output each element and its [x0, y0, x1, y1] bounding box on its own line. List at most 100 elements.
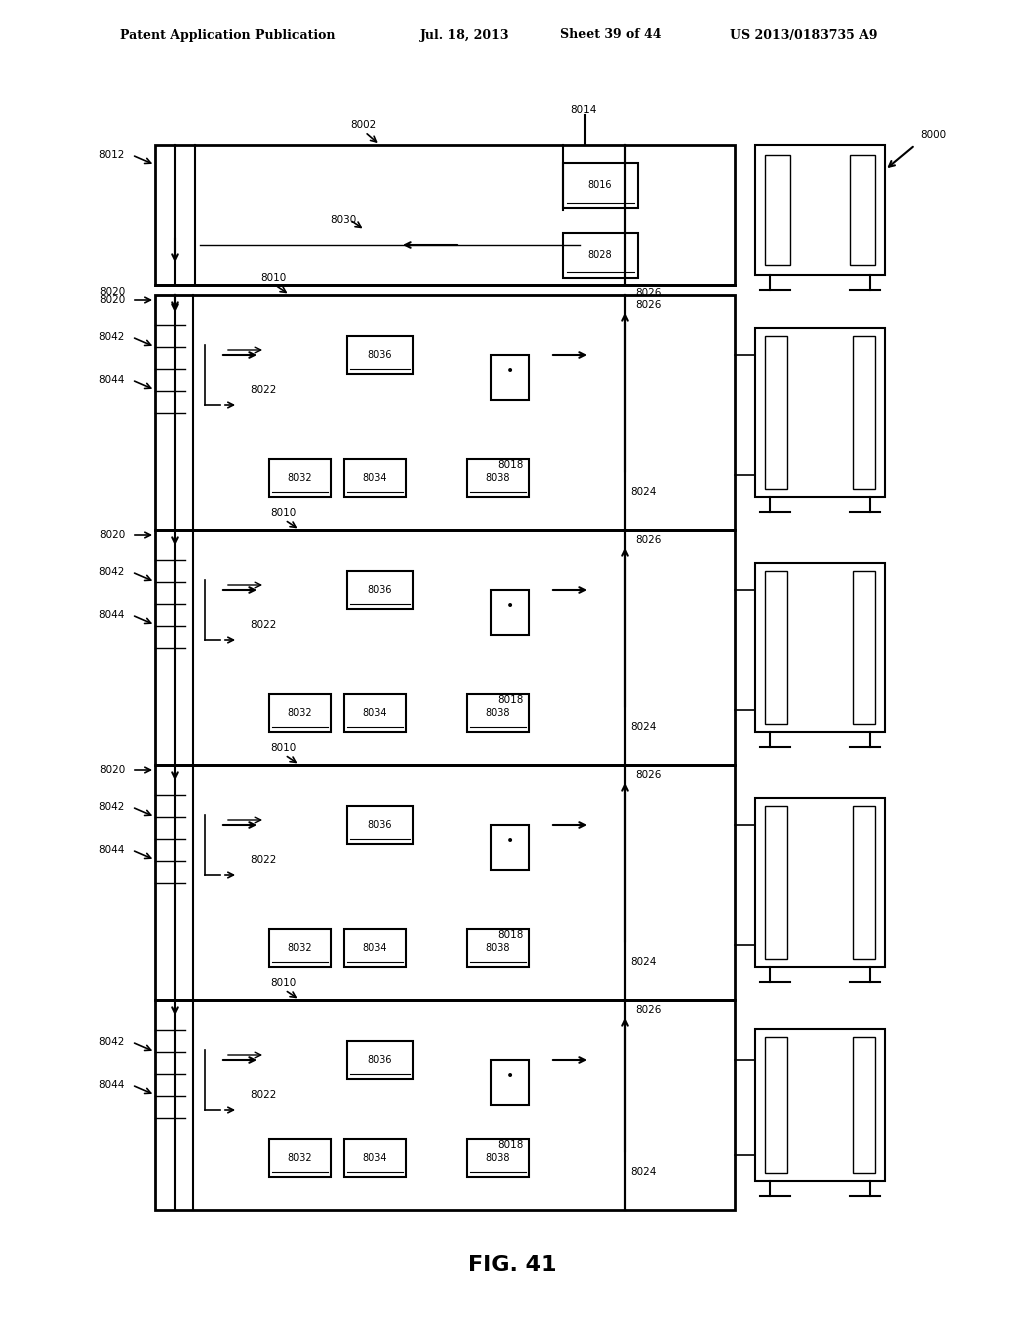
- Text: 8018: 8018: [497, 696, 523, 705]
- Text: 8024: 8024: [630, 957, 656, 968]
- Text: 8014: 8014: [570, 106, 596, 115]
- Text: 8028: 8028: [588, 249, 612, 260]
- Text: 8026: 8026: [635, 535, 662, 545]
- Bar: [853, 335, 874, 490]
- Text: 8018: 8018: [497, 931, 523, 940]
- Text: FIG. 41: FIG. 41: [468, 1255, 556, 1275]
- Bar: [755, 797, 885, 968]
- Bar: [347, 807, 413, 843]
- Text: 8000: 8000: [920, 129, 946, 140]
- Bar: [490, 590, 529, 635]
- Text: US 2013/0183735 A9: US 2013/0183735 A9: [730, 29, 878, 41]
- Bar: [755, 327, 885, 498]
- Bar: [765, 335, 787, 490]
- Bar: [765, 807, 787, 960]
- Text: 8032: 8032: [288, 1152, 312, 1163]
- Text: 8010: 8010: [270, 508, 296, 517]
- Text: 8002: 8002: [350, 120, 376, 129]
- Text: 8038: 8038: [485, 708, 510, 718]
- Bar: [269, 694, 331, 733]
- Bar: [155, 294, 735, 531]
- Bar: [155, 1001, 735, 1210]
- Bar: [344, 694, 406, 733]
- Bar: [755, 1030, 885, 1180]
- Text: Patent Application Publication: Patent Application Publication: [120, 29, 336, 41]
- Text: Jul. 18, 2013: Jul. 18, 2013: [420, 29, 510, 41]
- Bar: [344, 929, 406, 968]
- Bar: [467, 929, 529, 968]
- Text: 8032: 8032: [288, 708, 312, 718]
- Bar: [269, 459, 331, 498]
- Text: 8036: 8036: [368, 350, 392, 360]
- Bar: [155, 531, 735, 766]
- Bar: [347, 337, 413, 374]
- Text: 8020: 8020: [98, 531, 125, 540]
- Bar: [562, 162, 638, 207]
- Text: 8016: 8016: [588, 180, 612, 190]
- Bar: [155, 145, 735, 285]
- Bar: [850, 154, 874, 265]
- Text: 8034: 8034: [362, 1152, 387, 1163]
- Text: 8026: 8026: [635, 300, 662, 310]
- Text: 8044: 8044: [98, 375, 125, 385]
- Bar: [755, 562, 885, 733]
- Text: 8036: 8036: [368, 820, 392, 830]
- Bar: [467, 1139, 529, 1177]
- Bar: [562, 232, 638, 277]
- Text: 8032: 8032: [288, 942, 312, 953]
- Text: 8038: 8038: [485, 473, 510, 483]
- Text: 8022: 8022: [250, 855, 276, 865]
- Text: 8024: 8024: [630, 1167, 656, 1177]
- Text: 8018: 8018: [497, 1140, 523, 1150]
- Text: 8022: 8022: [250, 1090, 276, 1100]
- Bar: [490, 355, 529, 400]
- Text: 8042: 8042: [98, 803, 125, 812]
- Text: 8042: 8042: [98, 568, 125, 577]
- Text: 8022: 8022: [250, 620, 276, 630]
- Text: 8012: 8012: [98, 150, 125, 160]
- Text: 8036: 8036: [368, 585, 392, 595]
- Text: •: •: [506, 364, 514, 378]
- Bar: [347, 572, 413, 609]
- Text: •: •: [506, 599, 514, 612]
- Text: 8038: 8038: [485, 942, 510, 953]
- Bar: [853, 1038, 874, 1172]
- Text: 8030: 8030: [330, 215, 356, 224]
- Bar: [765, 154, 790, 265]
- Text: 8044: 8044: [98, 610, 125, 620]
- Text: 8034: 8034: [362, 708, 387, 718]
- Text: •: •: [506, 1069, 514, 1082]
- Text: 8024: 8024: [630, 487, 656, 498]
- Bar: [765, 572, 787, 725]
- Bar: [344, 1139, 406, 1177]
- Text: 8034: 8034: [362, 473, 387, 483]
- Text: 8010: 8010: [260, 273, 287, 282]
- Text: 8010: 8010: [270, 978, 296, 987]
- Text: •: •: [506, 834, 514, 847]
- Text: 8036: 8036: [368, 1055, 392, 1065]
- Text: 8044: 8044: [98, 1080, 125, 1090]
- Text: 8018: 8018: [497, 459, 523, 470]
- Text: 8026: 8026: [635, 288, 662, 298]
- Bar: [490, 1060, 529, 1105]
- Text: 8026: 8026: [635, 1005, 662, 1015]
- Bar: [467, 459, 529, 498]
- Text: 8042: 8042: [98, 333, 125, 342]
- Bar: [344, 459, 406, 498]
- Bar: [269, 1139, 331, 1177]
- Bar: [765, 1038, 787, 1172]
- Text: 8020: 8020: [98, 294, 125, 305]
- Bar: [755, 145, 885, 275]
- Text: 8042: 8042: [98, 1038, 125, 1047]
- Text: 8032: 8032: [288, 473, 312, 483]
- Bar: [269, 929, 331, 968]
- Text: 8022: 8022: [250, 385, 276, 395]
- Bar: [347, 1041, 413, 1078]
- Bar: [853, 807, 874, 960]
- Text: Sheet 39 of 44: Sheet 39 of 44: [560, 29, 662, 41]
- Bar: [490, 825, 529, 870]
- Bar: [467, 694, 529, 733]
- Text: 8010: 8010: [270, 743, 296, 752]
- Text: 8034: 8034: [362, 942, 387, 953]
- Bar: [853, 572, 874, 725]
